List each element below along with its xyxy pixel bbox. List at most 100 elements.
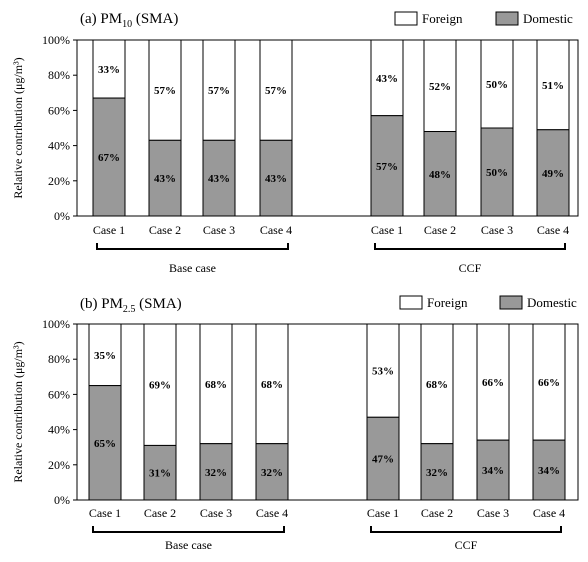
x-tick-label: Case 1 [371,223,403,237]
data-label-foreign: 66% [482,377,504,389]
data-label-foreign: 35% [94,350,116,362]
chart-title: (a) PM10 (SMA) [80,11,178,30]
data-label-domestic: 47% [372,454,394,466]
bar-domestic [199,443,233,501]
bar-domestic [366,416,400,501]
group-label-ccf: CCF [459,261,482,275]
bar-domestic [255,443,289,501]
chart-panel-pm10: (a) PM10 (SMA) Foreign Domestic 0% 20% 40% 60%… [11,11,579,275]
chart-title-suffix: (SMA) [135,296,181,312]
data-label-foreign: 66% [538,377,560,389]
data-label-foreign: 69% [149,380,171,392]
bar-domestic [536,129,570,217]
bar-domestic [370,115,404,217]
bar-foreign [199,323,233,445]
group-bracket [96,243,289,250]
x-tick-label: Case 2 [149,223,181,237]
x-tick-label: Case 3 [481,223,513,237]
bar-foreign [480,39,514,129]
y-tick-label: 60% [48,387,70,401]
bar-foreign [532,323,566,441]
chart-title-suffix: (SMA) [132,11,178,27]
x-tick-label: Case 4 [256,506,288,520]
chart-title-prefix: (a) PM [80,11,122,27]
data-label-domestic: 50% [486,167,508,179]
y-axis-label: Relative contribution (μg/m³) [11,341,25,482]
y-tick-label: 0% [54,209,70,223]
data-label-foreign: 43% [376,73,398,85]
x-tick-label: Case 2 [424,223,456,237]
bar-domestic [420,443,454,501]
y-tick-label: 60% [48,103,70,117]
data-label-foreign: 51% [542,80,564,92]
x-tick-label: Case 3 [200,506,232,520]
y-tick-label: 80% [48,352,70,366]
data-label-domestic: 34% [538,465,560,477]
x-tick-label: Case 4 [533,506,565,520]
group-bracket [370,526,562,533]
bar-foreign [423,39,457,133]
y-tick-label: 100% [42,317,70,331]
plot-frame [76,39,579,217]
legend-label-domestic: Domestic [523,11,573,26]
data-label-foreign: 68% [205,379,227,391]
plot-frame [76,323,579,501]
chart-panel-pm25: (b) PM2.5 (SMA) Foreign Domestic 0% 20% 40% 60… [11,295,579,552]
data-label-domestic: 43% [208,173,230,185]
legend-swatch-domestic [495,11,519,26]
bar-foreign [88,323,122,387]
data-label-foreign: 33% [98,64,120,76]
bar-foreign [370,39,404,117]
x-tick-label: Case 2 [144,506,176,520]
data-label-foreign: 57% [208,85,230,97]
x-tick-label: Case 4 [260,223,292,237]
x-tick-label: Case 2 [421,506,453,520]
data-label-foreign: 50% [486,79,508,91]
data-label-domestic: 67% [98,152,120,164]
chart-title-subscript: 2.5 [123,304,136,315]
data-label-domestic: 43% [154,173,176,185]
data-label-domestic: 31% [149,468,171,480]
chart-title-subscript: 10 [122,19,132,30]
data-label-domestic: 32% [426,467,448,479]
chart-title-prefix: (b) PM [80,296,123,312]
bar-foreign [366,323,400,418]
x-tick-label: Case 1 [89,506,121,520]
group-label-base-case: Base case [169,261,216,275]
data-label-domestic: 48% [429,169,451,181]
bar-domestic [143,444,177,501]
bar-domestic [88,385,122,501]
y-tick-label: 40% [48,139,70,153]
bar-domestic [259,139,293,217]
data-label-domestic: 34% [482,465,504,477]
y-axis-label: Relative contribution (μg/m³) [11,57,25,198]
bar-domestic [92,97,126,217]
data-label-domestic: 57% [376,161,398,173]
legend-label-foreign: Foreign [422,11,463,26]
legend-label-domestic: Domestic [527,295,577,310]
data-label-foreign: 57% [265,85,287,97]
y-tick-label: 0% [54,493,70,507]
data-label-domestic: 32% [205,467,227,479]
bar-domestic [148,139,182,217]
legend-swatch-domestic [499,295,523,310]
group-label-base-case: Base case [165,538,212,552]
data-label-domestic: 49% [542,168,564,180]
chart-title: (b) PM2.5 (SMA) [80,296,182,315]
bar-foreign [476,323,510,441]
bar-foreign [536,39,570,131]
legend-swatch-foreign [394,11,418,26]
bar-foreign [143,323,177,446]
y-tick-label: 80% [48,68,70,82]
group-bracket [92,526,285,533]
bar-domestic [532,439,566,501]
legend-swatch-foreign [399,295,423,310]
bar-domestic [423,131,457,217]
data-label-domestic: 32% [261,467,283,479]
bar-domestic [480,127,514,217]
bar-foreign [259,39,293,141]
data-label-foreign: 52% [429,81,451,93]
data-label-foreign: 68% [426,379,448,391]
y-tick-label: 20% [48,174,70,188]
